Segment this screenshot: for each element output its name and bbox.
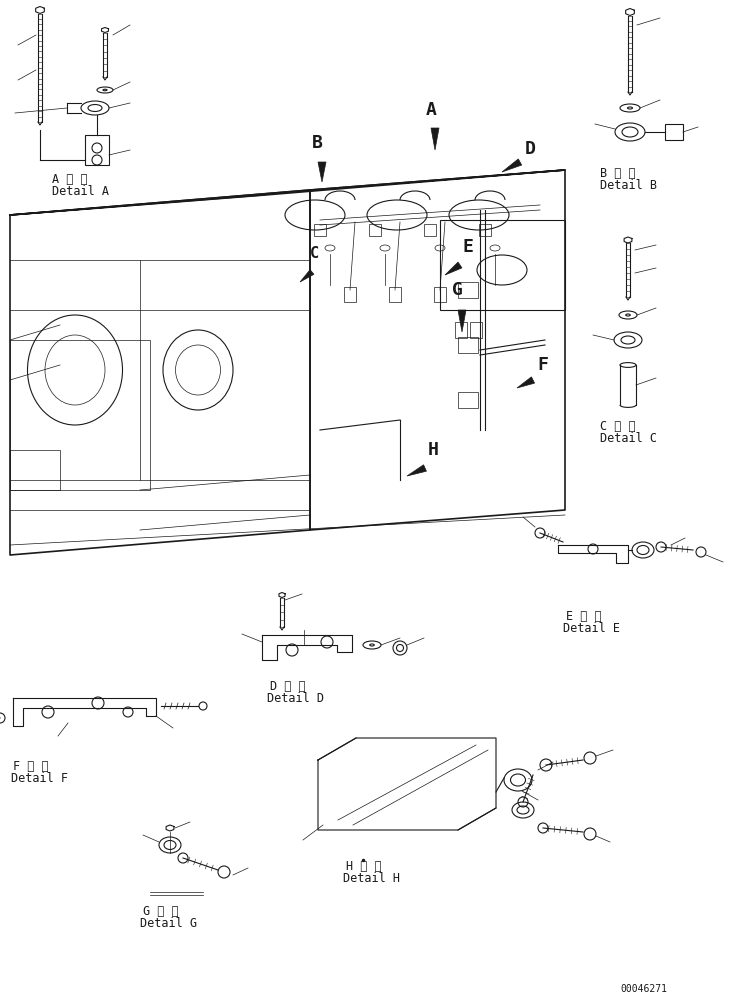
- Text: Detail D: Detail D: [267, 692, 324, 705]
- Text: F: F: [537, 356, 548, 374]
- Bar: [369, 224, 381, 236]
- Text: G: G: [452, 281, 463, 299]
- Bar: [344, 287, 356, 302]
- Bar: [455, 322, 467, 338]
- Text: A: A: [426, 101, 437, 119]
- Text: Detail F: Detail F: [11, 772, 68, 785]
- Text: A 詳 細: A 詳 細: [52, 173, 88, 186]
- Text: B 詳 細: B 詳 細: [600, 167, 635, 180]
- Bar: [389, 287, 401, 302]
- Text: D 詳 細: D 詳 細: [270, 680, 306, 693]
- Text: Detail E: Detail E: [563, 622, 620, 635]
- Polygon shape: [517, 377, 534, 388]
- Text: E 詳 細: E 詳 細: [566, 610, 602, 623]
- Text: H 詳 細: H 詳 細: [346, 860, 381, 873]
- Bar: [458, 282, 478, 298]
- Text: C: C: [310, 246, 319, 261]
- Bar: [458, 337, 478, 353]
- Text: Detail H: Detail H: [343, 872, 400, 885]
- Polygon shape: [300, 270, 314, 282]
- Bar: [85, 135, 109, 165]
- Bar: [470, 322, 482, 338]
- Text: Detail B: Detail B: [600, 179, 657, 192]
- Bar: [434, 287, 446, 302]
- Bar: [10, 450, 60, 490]
- Text: B: B: [312, 134, 323, 152]
- Polygon shape: [431, 128, 439, 150]
- Polygon shape: [407, 465, 427, 476]
- Bar: [479, 224, 491, 236]
- Text: D: D: [525, 140, 536, 158]
- Text: G 詳 細: G 詳 細: [143, 905, 179, 918]
- Text: F 詳 細: F 詳 細: [13, 760, 48, 773]
- Text: E: E: [462, 238, 473, 256]
- Text: C 詳 細: C 詳 細: [600, 420, 635, 433]
- Text: Detail C: Detail C: [600, 432, 657, 445]
- Polygon shape: [318, 162, 326, 182]
- Text: H: H: [428, 441, 439, 459]
- Text: Detail A: Detail A: [52, 185, 109, 198]
- Bar: [314, 224, 326, 236]
- Bar: [665, 124, 683, 140]
- Bar: [440, 220, 565, 310]
- Polygon shape: [458, 310, 466, 332]
- Text: Detail G: Detail G: [140, 917, 197, 930]
- Polygon shape: [502, 159, 522, 172]
- Bar: [10, 340, 150, 490]
- Bar: [424, 224, 436, 236]
- Polygon shape: [445, 262, 462, 275]
- Bar: [458, 392, 478, 408]
- Text: 00046271: 00046271: [620, 984, 667, 994]
